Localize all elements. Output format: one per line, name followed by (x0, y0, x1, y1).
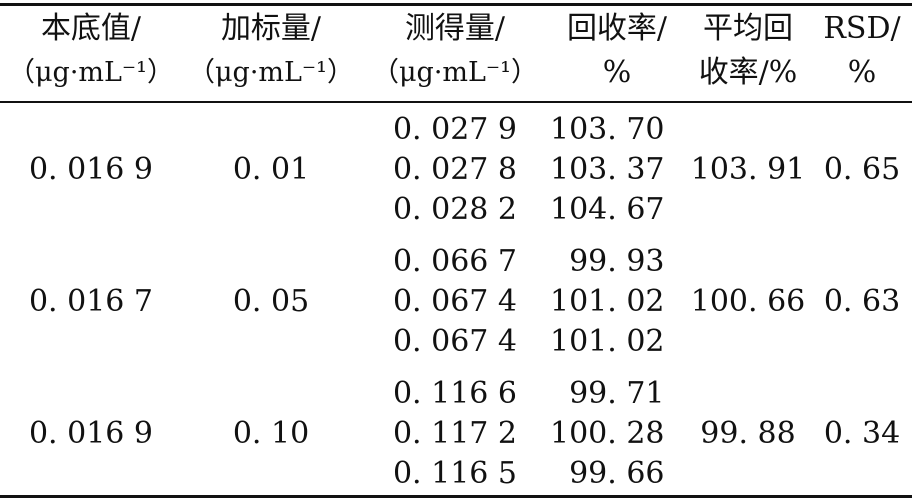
header-label: 本底值/ (40, 10, 142, 46)
recovery-values: 99. 93 101. 02 101. 02 (550, 236, 684, 368)
spiked-value: 0. 10 (232, 416, 310, 451)
measured-values: 0. 066 7 0. 067 4 0. 067 4 (360, 236, 550, 368)
background-value: 0. 016 9 (28, 416, 154, 451)
header-unit: （μg·mL⁻¹） (7, 56, 175, 88)
header-label: RSD/ (823, 10, 901, 46)
header-unit: （μg·mL⁻¹） (187, 56, 355, 88)
header-label: 测得量/ (404, 10, 506, 46)
header-avg-recovery: 平均回 收率/% (684, 0, 812, 101)
measured-value: 0. 066 7 (392, 244, 518, 279)
header-unit: % (847, 54, 877, 90)
header-label: 平均回 (703, 10, 793, 46)
header-label: 回收率/ (566, 10, 668, 46)
header-recovery: 回收率/ % (550, 0, 684, 101)
recovery-values: 99. 71 100. 28 99. 66 (550, 368, 684, 500)
measured-value: 0. 116 5 (392, 456, 518, 491)
measured-value: 0. 116 6 (392, 376, 518, 411)
header-label: 加标量/ (220, 10, 322, 46)
table-header-rule (0, 101, 912, 103)
measured-value: 0. 067 4 (392, 284, 518, 319)
measured-value: 0. 027 9 (392, 112, 518, 147)
header-unit: （μg·mL⁻¹） (371, 56, 539, 88)
measured-value: 0. 028 2 (392, 192, 518, 227)
table-header-row: 本底值/ （μg·mL⁻¹） 加标量/ （μg·mL⁻¹） 测得量/ （μg·m… (0, 0, 912, 101)
measured-value: 0. 117 2 (392, 416, 518, 451)
avg-recovery-value: 100. 66 (690, 284, 806, 319)
recovery-value: 101. 02 (550, 324, 665, 359)
header-measured: 测得量/ （μg·mL⁻¹） (360, 0, 550, 101)
header-unit: % (602, 54, 632, 90)
background-value: 0. 016 9 (28, 152, 154, 187)
table-bottom-rule (0, 495, 912, 498)
measured-values: 0. 027 9 0. 027 8 0. 028 2 (360, 101, 550, 236)
recovery-value: 101. 02 (550, 284, 665, 319)
recovery-value: 103. 70 (550, 112, 665, 147)
rsd-value: 0. 65 (823, 152, 901, 187)
rsd-value: 0. 34 (823, 416, 901, 451)
measured-value: 0. 067 4 (392, 324, 518, 359)
background-value: 0. 016 7 (28, 284, 154, 319)
spiked-value: 0. 05 (232, 284, 310, 319)
recovery-value: 99. 71 (569, 376, 665, 411)
recovery-value: 100. 28 (550, 416, 665, 451)
spiked-value: 0. 01 (232, 152, 310, 187)
table-row: 0. 016 7 0. 05 0. 066 7 0. 067 4 0. 067 … (0, 236, 912, 368)
recovery-values: 103. 70 103. 37 104. 67 (550, 101, 684, 236)
header-unit: 收率/% (698, 54, 798, 90)
table-row: 0. 016 9 0. 01 0. 027 9 0. 027 8 0. 028 … (0, 101, 912, 236)
recovery-value: 103. 37 (550, 152, 665, 187)
avg-recovery-value: 99. 88 (700, 416, 796, 451)
recovery-value: 99. 93 (569, 244, 665, 279)
measured-value: 0. 027 8 (392, 152, 518, 187)
header-spiked: 加标量/ （μg·mL⁻¹） (182, 0, 360, 101)
header-rsd: RSD/ % (812, 0, 912, 101)
avg-recovery-value: 103. 91 (690, 152, 806, 187)
rsd-value: 0. 63 (823, 284, 901, 319)
recovery-value: 104. 67 (550, 192, 665, 227)
header-background: 本底值/ （μg·mL⁻¹） (0, 0, 182, 101)
table-row: 0. 016 9 0. 10 0. 116 6 0. 117 2 0. 116 … (0, 368, 912, 500)
table-top-rule (0, 3, 912, 6)
recovery-value: 99. 66 (569, 456, 665, 491)
measured-values: 0. 116 6 0. 117 2 0. 116 5 (360, 368, 550, 500)
